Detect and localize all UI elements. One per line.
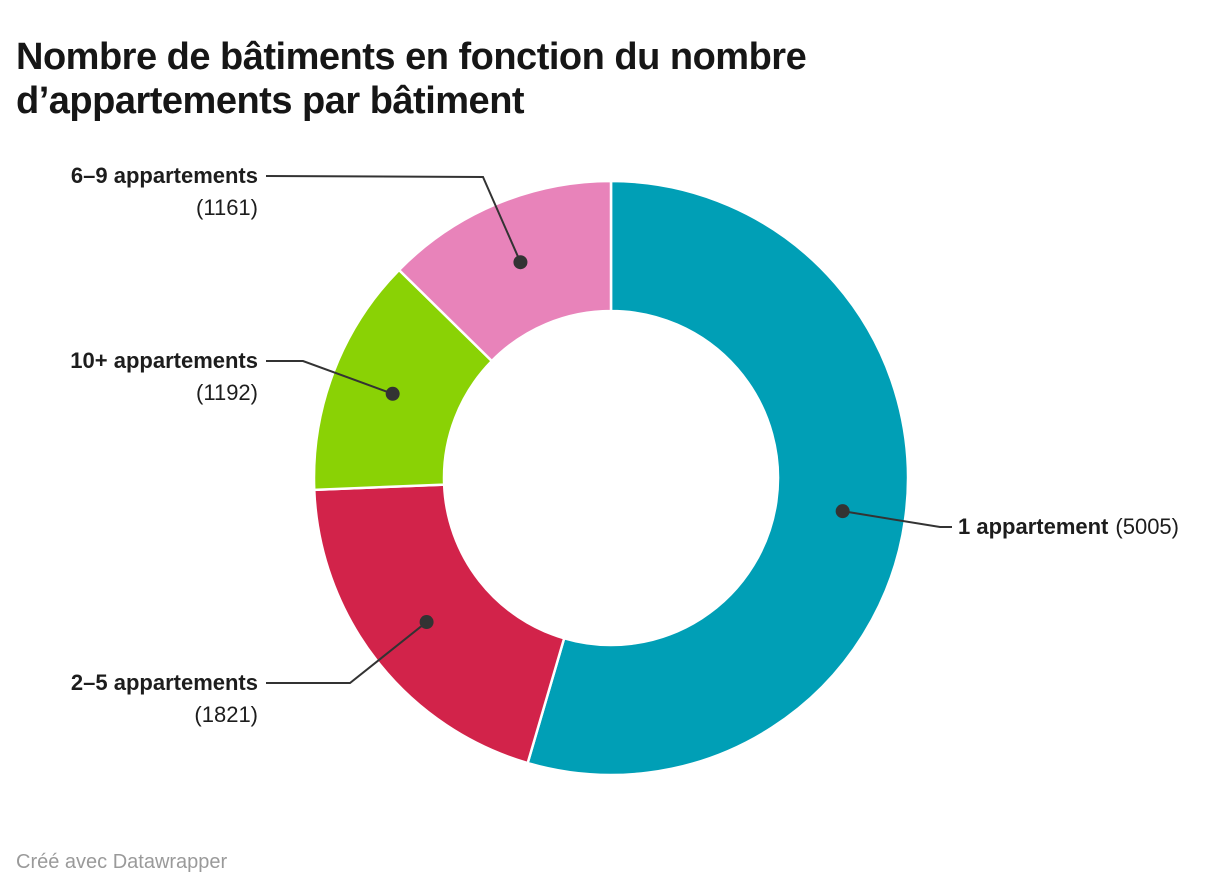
slice-label-value: (1161) bbox=[196, 195, 258, 220]
slice-label-text: 1 appartement bbox=[958, 514, 1109, 539]
pie-segment-3[interactable] bbox=[397, 179, 613, 363]
slice-label-value: (1192) bbox=[196, 380, 258, 405]
slice-label-text: 10+ appartements bbox=[70, 348, 258, 373]
connector-line-1 bbox=[266, 621, 428, 684]
pie-segment-0[interactable] bbox=[526, 179, 910, 777]
connector-line-0 bbox=[842, 510, 952, 528]
connector-line-2 bbox=[266, 360, 394, 395]
slice-label-2-5-appartements: 2–5 appartements (1821) bbox=[71, 667, 258, 731]
slice-label-text: 6–9 appartements bbox=[70, 163, 258, 188]
connector-dot-3 bbox=[513, 255, 528, 270]
connector-dot-2 bbox=[385, 386, 400, 401]
page-title: Nombre de bâtiments en fonction du nombr… bbox=[16, 36, 807, 123]
slice-label-text: 2–5 appartements bbox=[70, 670, 258, 695]
slice-label-value: (1821) bbox=[194, 702, 258, 727]
connector-dot-1 bbox=[419, 615, 434, 630]
slice-label-value: (5005) bbox=[1115, 514, 1179, 539]
slice-label-1-appartement: 1 appartement (5005) bbox=[958, 511, 1179, 543]
datawrapper-credit: Créé avec Datawrapper bbox=[16, 851, 228, 873]
slice-label-6-9-appartements: 6–9 appartements (1161) bbox=[71, 160, 258, 224]
slice-label-10plus-appartements: 10+ appartements (1192) bbox=[70, 345, 258, 409]
connector-dot-0 bbox=[835, 504, 850, 519]
pie-segment-1[interactable] bbox=[312, 483, 566, 765]
connector-line-3 bbox=[265, 175, 522, 263]
